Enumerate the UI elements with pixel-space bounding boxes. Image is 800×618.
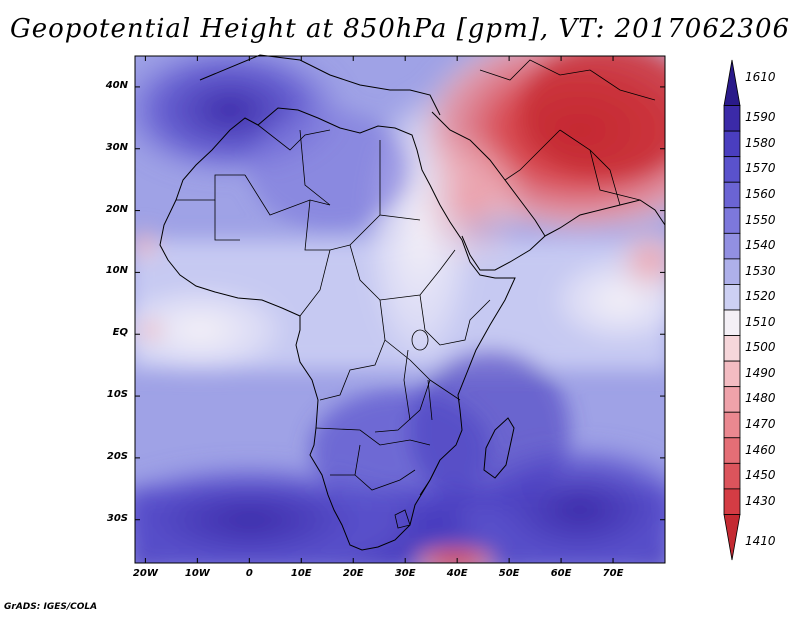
colorbar-segment xyxy=(723,488,741,515)
colorbar-label: 1450 xyxy=(745,468,776,483)
lon-label: 20W xyxy=(132,568,158,579)
lat-label: 30N xyxy=(105,141,128,153)
lon-label: 30E xyxy=(394,568,416,579)
colorbar-label: 1430 xyxy=(745,493,776,508)
colorbar-segment xyxy=(723,258,741,285)
colorbar-segment xyxy=(723,130,741,158)
colorbar-segment xyxy=(723,437,741,464)
colorbar-label: 1550 xyxy=(745,212,776,227)
colorbar-segment xyxy=(723,309,741,336)
colorbar-label: 1460 xyxy=(745,442,776,457)
lon-label: 50E xyxy=(498,568,520,579)
heatmap-field xyxy=(135,56,665,563)
lon-label: 0 xyxy=(245,568,253,579)
country-borders xyxy=(176,59,656,529)
colorbar-segment xyxy=(723,386,741,413)
credit-text: GrADS: IGES/COLA xyxy=(4,602,98,612)
lakes xyxy=(403,329,433,421)
plot-frame xyxy=(134,55,666,564)
lon-label: 10E xyxy=(290,568,312,579)
colorbar-segment xyxy=(723,514,741,561)
colorbar-label: 1540 xyxy=(745,238,776,253)
lat-label: 20S xyxy=(106,450,128,462)
colorbar-segment xyxy=(723,59,741,106)
lon-label: 10W xyxy=(184,568,210,579)
colorbar-label: 1610 xyxy=(745,70,776,84)
colorbar-segment xyxy=(723,360,741,388)
colorbar-label: 1520 xyxy=(745,289,776,304)
colorbar-label: 1590 xyxy=(745,110,776,125)
lat-label: EQ xyxy=(112,327,128,339)
colorbar-label: 1570 xyxy=(745,161,776,176)
axis-ticks xyxy=(135,56,665,563)
colorbar-segment xyxy=(723,207,741,234)
colorbar-label: 1500 xyxy=(745,340,776,355)
colorbar-segment xyxy=(723,156,741,183)
colorbar-segment xyxy=(723,232,741,260)
colorbar-label: 1510 xyxy=(745,314,776,329)
lon-label: 70E xyxy=(602,568,624,579)
colorbar-label: 1480 xyxy=(745,391,776,406)
lon-label: 40E xyxy=(446,568,468,579)
coastlines xyxy=(159,54,666,551)
lat-label: 20N xyxy=(105,203,128,215)
lon-label: 20E xyxy=(342,568,364,579)
chart-title: Geopotential Height at 850hPa [gpm], VT:… xyxy=(9,14,791,44)
lat-label: 10N xyxy=(105,265,128,277)
colorbar-segment xyxy=(723,335,741,362)
colorbar-label: 1560 xyxy=(745,187,776,201)
lat-label: 30S xyxy=(106,512,128,524)
colorbar-label: 1490 xyxy=(745,365,776,380)
colorbar-label: 1470 xyxy=(745,417,776,431)
colorbar-segment xyxy=(723,411,741,439)
lat-label: 10S xyxy=(106,389,128,401)
colorbar-segment xyxy=(723,181,741,209)
colorbar-segment xyxy=(723,462,741,490)
lat-label: 40N xyxy=(105,79,128,91)
colorbar-label: 1580 xyxy=(745,135,776,150)
colorbar xyxy=(723,59,741,561)
colorbar-label: 1410 xyxy=(745,534,776,548)
lon-label: 60E xyxy=(550,568,572,579)
colorbar-segment xyxy=(723,105,741,132)
colorbar-label: 1530 xyxy=(745,263,776,278)
colorbar-segment xyxy=(723,284,741,311)
